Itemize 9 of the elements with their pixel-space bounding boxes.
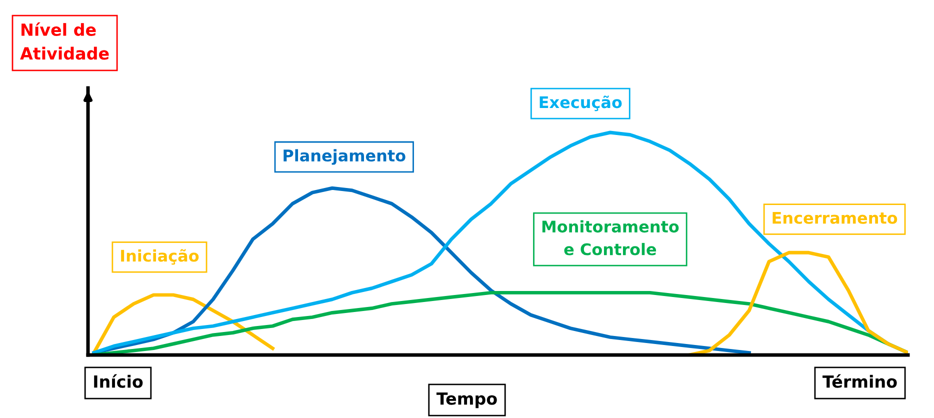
text: Monitoramento e Controle bbox=[542, 220, 679, 256]
text: Iniciação bbox=[121, 249, 199, 265]
x-axis-title: Tempo bbox=[436, 392, 497, 408]
y-axis-title: Nível de Atividade bbox=[20, 22, 109, 60]
text: Término bbox=[822, 374, 897, 388]
text: Início bbox=[94, 374, 143, 388]
text: Planejamento bbox=[284, 149, 406, 165]
text: Encerramento bbox=[772, 212, 898, 224]
series-label: Execução bbox=[540, 96, 622, 112]
